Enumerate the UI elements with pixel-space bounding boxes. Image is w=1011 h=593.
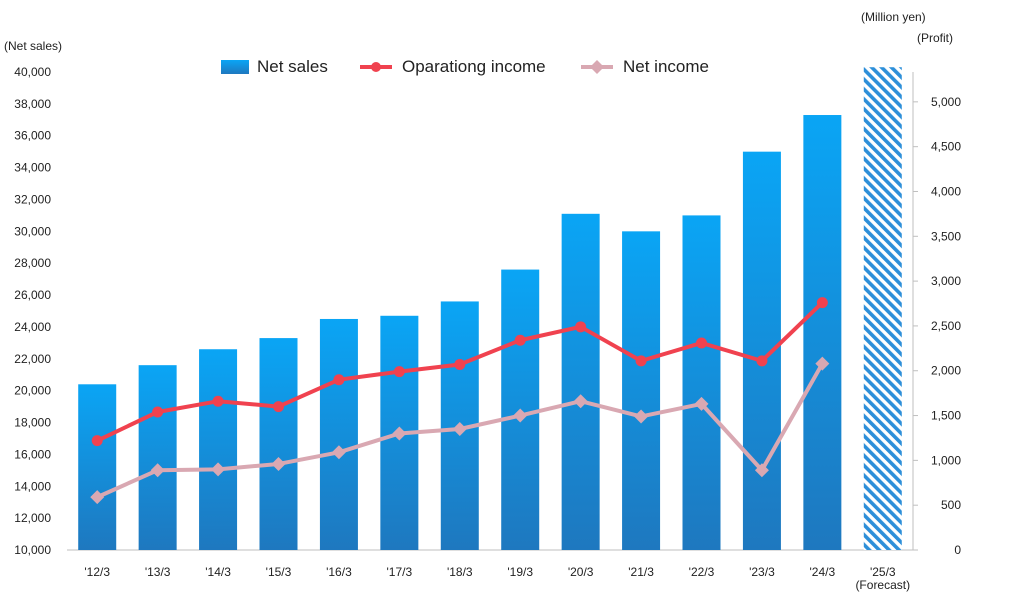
x-axis-labels: '12/3 '13/3 '14/3 '15/3 '16/3 '17/3 '18/3 '19/3…	[84, 565, 910, 592]
bar-net-sales-forecast	[863, 67, 902, 550]
x-tick-label: '23/3	[749, 565, 775, 579]
point-net-income	[271, 456, 286, 471]
point-operating-income	[91, 435, 103, 447]
bar-net-sales	[199, 349, 238, 550]
left-tick-label: 32,000	[14, 192, 51, 206]
lines	[90, 297, 830, 505]
right-tick-label: 5,000	[931, 95, 961, 109]
left-tick-label: 36,000	[14, 129, 51, 143]
left-tick-label: 26,000	[14, 288, 51, 302]
left-tick-label: 10,000	[14, 543, 51, 557]
x-tick-label: '13/3	[145, 565, 171, 579]
point-net-income	[392, 426, 407, 441]
point-net-income	[90, 490, 105, 505]
right-tick-label: 0	[954, 543, 961, 557]
left-tick-label: 30,000	[14, 224, 51, 238]
point-operating-income	[454, 358, 466, 370]
point-net-income	[754, 463, 769, 478]
bar-net-sales	[259, 338, 298, 550]
x-tick-label: '15/3	[266, 565, 292, 579]
bar-net-sales	[138, 365, 177, 550]
point-net-income	[150, 463, 165, 478]
right-tick-label: 4,500	[931, 140, 961, 154]
left-tick-label: 22,000	[14, 352, 51, 366]
left-tick-label: 24,000	[14, 320, 51, 334]
point-operating-income	[152, 406, 164, 418]
legend-operating-income-marker	[371, 62, 381, 72]
left-tick-label: 20,000	[14, 384, 51, 398]
legend: Net sales Oparationg income Net income	[221, 57, 709, 76]
x-forecast-label: (Forecast)	[855, 578, 910, 592]
point-operating-income	[393, 366, 405, 378]
point-operating-income	[816, 297, 828, 309]
point-operating-income	[212, 395, 224, 407]
right-tick-label: 2,500	[931, 319, 961, 333]
x-tick-label: '22/3	[689, 565, 715, 579]
point-net-income	[513, 408, 528, 423]
point-operating-income	[514, 334, 526, 346]
point-operating-income	[575, 321, 587, 333]
left-tick-label: 14,000	[14, 479, 51, 493]
x-tick-label: '12/3	[84, 565, 110, 579]
point-net-income	[634, 409, 649, 424]
bars	[78, 67, 902, 551]
bar-net-sales	[561, 213, 600, 550]
left-tick-label: 16,000	[14, 447, 51, 461]
bar-net-sales	[803, 115, 842, 551]
point-net-income	[452, 421, 467, 436]
x-tick-label: '21/3	[628, 565, 654, 579]
right-tick-label: 500	[941, 498, 961, 512]
point-operating-income	[635, 355, 647, 367]
right-tick-label: 2,000	[931, 364, 961, 378]
x-tick-label: '25/3	[870, 565, 896, 579]
axes: 10,000 12,000 14,000 16,000 18,000 20,000 22,0…	[14, 65, 961, 557]
left-tick-label: 40,000	[14, 65, 51, 79]
x-tick-label: '20/3	[568, 565, 594, 579]
right-axis-label: (Profit)	[917, 31, 953, 45]
right-tick-label: 4,000	[931, 184, 961, 198]
point-net-income	[573, 394, 588, 409]
left-tick-label: 38,000	[14, 97, 51, 111]
left-tick-label: 12,000	[14, 511, 51, 525]
left-tick-label: 18,000	[14, 416, 51, 430]
right-tick-label: 1,000	[931, 453, 961, 467]
right-tick-label: 1,500	[931, 409, 961, 423]
legend-net-sales-swatch	[221, 60, 249, 74]
point-operating-income	[273, 401, 284, 413]
point-net-income	[331, 445, 346, 460]
x-tick-label: '24/3	[810, 565, 836, 579]
x-tick-label: '14/3	[205, 565, 231, 579]
bar-net-sales	[78, 384, 117, 550]
point-operating-income	[333, 374, 345, 386]
legend-net-sales-label: Net sales	[257, 57, 328, 76]
bar-net-sales	[682, 215, 721, 550]
x-tick-label: '17/3	[387, 565, 413, 579]
x-tick-label: '16/3	[326, 565, 352, 579]
point-operating-income	[756, 355, 768, 367]
point-net-income	[815, 356, 830, 371]
point-net-income	[694, 396, 709, 411]
left-tick-label: 34,000	[14, 161, 51, 175]
right-tick-label: 3,500	[931, 229, 961, 243]
point-net-income	[211, 462, 226, 477]
point-operating-income	[696, 337, 707, 349]
legend-operating-income-label: Oparationg income	[402, 57, 546, 76]
left-axis-label: (Net sales)	[4, 39, 62, 53]
legend-net-income-marker	[590, 60, 604, 74]
units-label: (Million yen)	[861, 10, 926, 24]
bar-net-sales	[622, 231, 661, 551]
legend-net-income-label: Net income	[623, 57, 709, 76]
bar-net-sales	[319, 318, 358, 550]
left-tick-label: 28,000	[14, 256, 51, 270]
right-tick-label: 3,000	[931, 274, 961, 288]
x-tick-label: '18/3	[447, 565, 473, 579]
x-tick-label: '19/3	[507, 565, 533, 579]
